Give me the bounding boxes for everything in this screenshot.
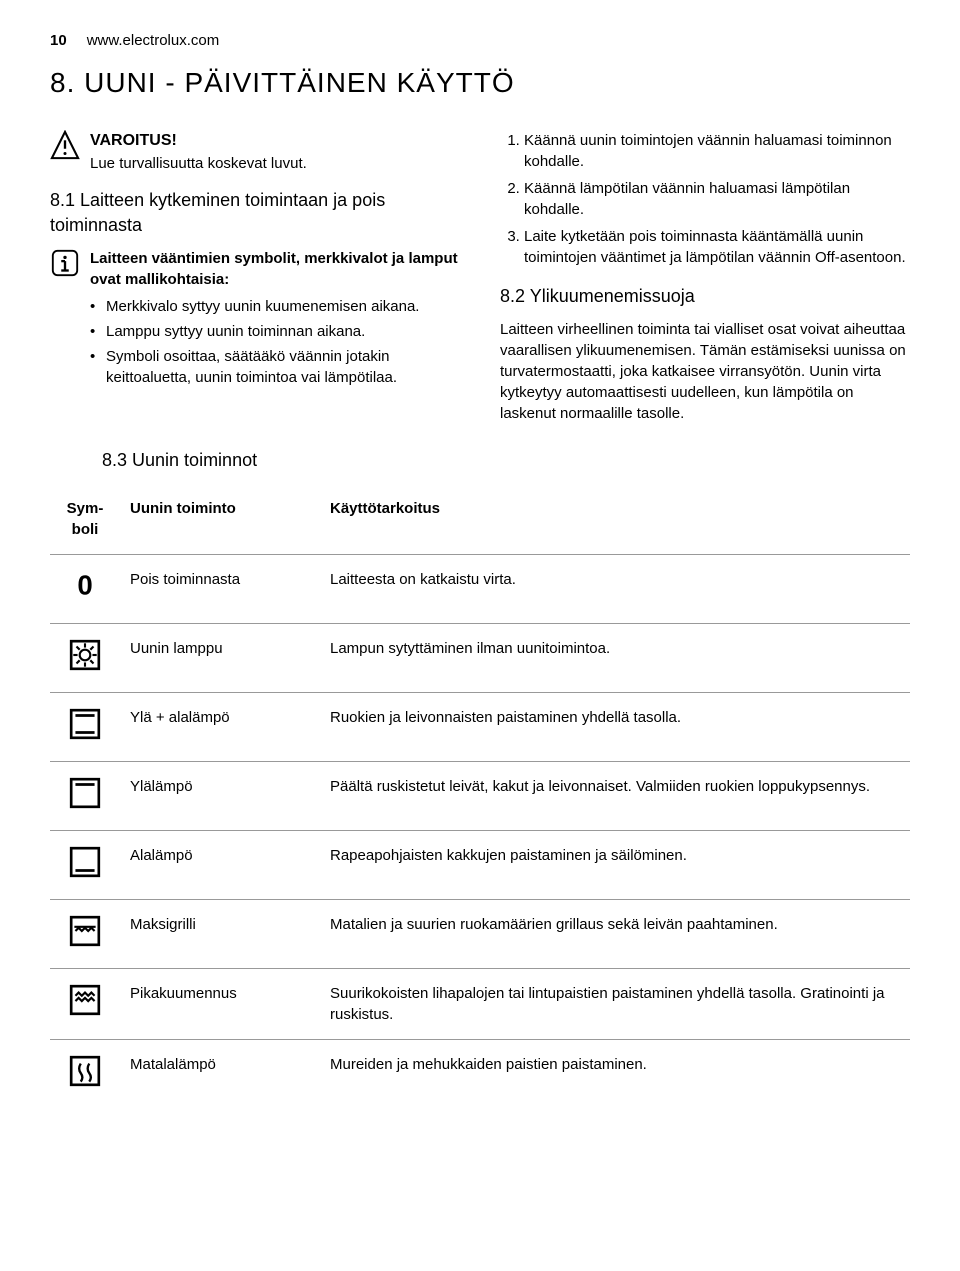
table-row: MatalalämpöMureiden ja mehukkaiden paist…	[50, 1039, 910, 1108]
top-bottom-icon	[50, 692, 120, 761]
section-8-2-heading: 8.2 Ylikuumenemissuoja	[500, 284, 910, 309]
function-name: Pois toiminnasta	[120, 554, 320, 623]
function-purpose: Rapeapohjaisten kakkujen paistaminen ja …	[320, 830, 910, 899]
function-name: Uunin lamppu	[120, 623, 320, 692]
table-row: Uunin lamppuLampun sytyttäminen ilman uu…	[50, 623, 910, 692]
svg-text:0: 0	[77, 569, 92, 600]
table-row: AlalämpöRapeapohjaisten kakkujen paistam…	[50, 830, 910, 899]
info-block: Laitteen vääntimien symbolit, merkkivalo…	[92, 248, 460, 392]
page-url: www.electrolux.com	[87, 30, 220, 51]
step-item: Laite kytketään pois toiminnasta kääntäm…	[524, 226, 910, 268]
main-heading: 8. UUNI - PÄIVITTÄINEN KÄYTTÖ	[50, 63, 910, 102]
function-purpose: Lampun sytyttäminen ilman uunitoimintoa.	[320, 623, 910, 692]
warning-text: Lue turvallisuutta koskevat luvut.	[90, 153, 307, 174]
section-8-2-body: Laitteen virheellinen toiminta tai viall…	[500, 319, 910, 424]
two-column-layout: VAROITUS! Lue turvallisuutta koskevat lu…	[50, 130, 910, 424]
left-column: VAROITUS! Lue turvallisuutta koskevat lu…	[50, 130, 460, 424]
table-header-function: Uunin toiminto	[120, 490, 320, 555]
function-purpose: Päältä ruskistetut leivät, kakut ja leiv…	[320, 761, 910, 830]
bottom-icon	[50, 830, 120, 899]
function-name: Ylälämpö	[120, 761, 320, 830]
steps-list: Käännä uunin toimintojen väännin haluama…	[500, 130, 910, 268]
table-row: Ylä + alalämpöRuokien ja leivonnaisten p…	[50, 692, 910, 761]
info-intro: Laitteen vääntimien symbolit, merkkivalo…	[90, 248, 460, 290]
function-name: Alalämpö	[120, 830, 320, 899]
info-icon	[50, 248, 80, 278]
bullet-item: Symboli osoittaa, säätääkö väännin jotak…	[90, 346, 460, 388]
page-header: 10 www.electrolux.com	[50, 30, 910, 51]
table-row: 0 Pois toiminnastaLaitteesta on katkaistu…	[50, 554, 910, 623]
function-purpose: Matalien ja suurien ruokamäärien grillau…	[320, 899, 910, 968]
bullet-item: Merkkivalo syttyy uunin kuumenemisen aik…	[90, 296, 460, 317]
function-name: Maksigrilli	[120, 899, 320, 968]
function-name: Pikakuumennus	[120, 968, 320, 1039]
function-purpose: Laitteesta on katkaistu virta.	[320, 554, 910, 623]
info-bullet-list: Merkkivalo syttyy uunin kuumenemisen aik…	[90, 296, 460, 388]
zero-icon: 0	[50, 554, 120, 623]
maxi-grill-icon	[50, 899, 120, 968]
function-name: Matalalämpö	[120, 1039, 320, 1108]
section-8-1-heading: 8.1 Laitteen kytkeminen toimintaan ja po…	[50, 188, 460, 238]
functions-table: Sym-boli Uunin toiminto Käyttötarkoitus …	[50, 490, 910, 1108]
function-purpose: Mureiden ja mehukkaiden paistien paistam…	[320, 1039, 910, 1108]
low-heat-icon	[50, 1039, 120, 1108]
step-item: Käännä uunin toimintojen väännin haluama…	[524, 130, 910, 172]
table-header-symbol: Sym-boli	[50, 490, 120, 555]
section-8-3-heading: 8.3 Uunin toiminnot	[102, 448, 910, 473]
function-name: Ylä + alalämpö	[120, 692, 320, 761]
table-header-purpose: Käyttötarkoitus	[320, 490, 910, 555]
step-item: Käännä lämpötilan väännin haluamasi lämp…	[524, 178, 910, 220]
warning-icon	[50, 130, 80, 160]
page-number: 10	[50, 30, 67, 51]
fast-heat-icon	[50, 968, 120, 1039]
warning-title: VAROITUS!	[90, 130, 307, 152]
table-row: MaksigrilliMatalien ja suurien ruokamäär…	[50, 899, 910, 968]
table-row: PikakuumennusSuurikokoisten lihapalojen …	[50, 968, 910, 1039]
bullet-item: Lamppu syttyy uunin toiminnan aikana.	[90, 321, 460, 342]
function-purpose: Ruokien ja leivonnaisten paistaminen yhd…	[320, 692, 910, 761]
right-column: Käännä uunin toimintojen väännin haluama…	[500, 130, 910, 424]
table-row: YlälämpöPäältä ruskistetut leivät, kakut…	[50, 761, 910, 830]
top-icon	[50, 761, 120, 830]
lamp-icon	[50, 623, 120, 692]
function-purpose: Suurikokoisten lihapalojen tai lintupais…	[320, 968, 910, 1039]
warning-block: VAROITUS! Lue turvallisuutta koskevat lu…	[92, 130, 460, 173]
